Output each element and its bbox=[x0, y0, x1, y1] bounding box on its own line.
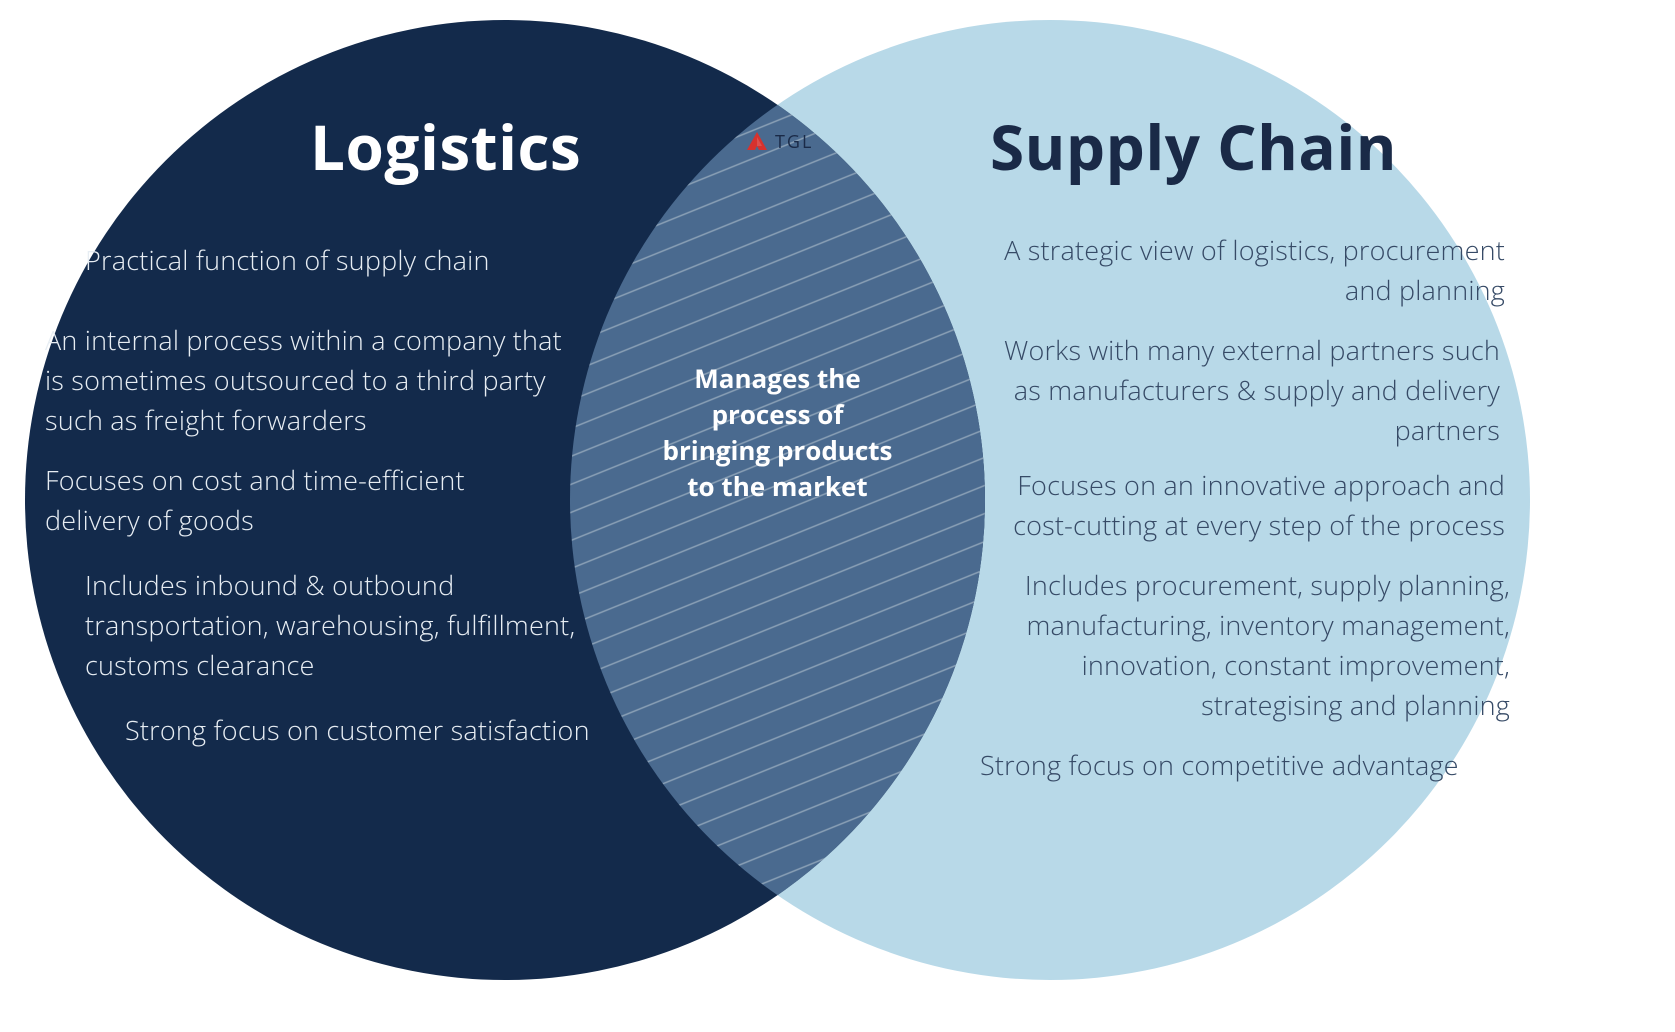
left-item-1: An internal process within a company tha… bbox=[45, 320, 575, 440]
right-item-4: Strong focus on competitive advantage bbox=[980, 745, 1500, 785]
left-item-3: Includes inbound & outbound transportati… bbox=[85, 565, 605, 685]
left-item-4: Strong focus on customer satisfaction bbox=[125, 710, 625, 750]
overlap-text: Manages the process of bringing products… bbox=[655, 360, 900, 504]
right-item-2: Focuses on an innovative approach and co… bbox=[995, 465, 1505, 545]
tgl-logo: TGL bbox=[745, 130, 813, 154]
venn-diagram-stage: Logistics Supply Chain Manages the proce… bbox=[0, 0, 1675, 1032]
triangle-icon bbox=[745, 130, 769, 154]
right-title: Supply Chain bbox=[990, 105, 1397, 189]
right-item-1: Works with many external partners such a… bbox=[1000, 330, 1500, 450]
left-item-0: Practical function of supply chain bbox=[85, 240, 565, 280]
right-item-0: A strategic view of logistics, procureme… bbox=[975, 230, 1505, 310]
logo-text: TGL bbox=[775, 130, 813, 154]
right-item-3: Includes procurement, supply planning, m… bbox=[970, 565, 1510, 725]
left-title: Logistics bbox=[310, 105, 581, 189]
left-item-2: Focuses on cost and time-efficient deliv… bbox=[45, 460, 545, 540]
